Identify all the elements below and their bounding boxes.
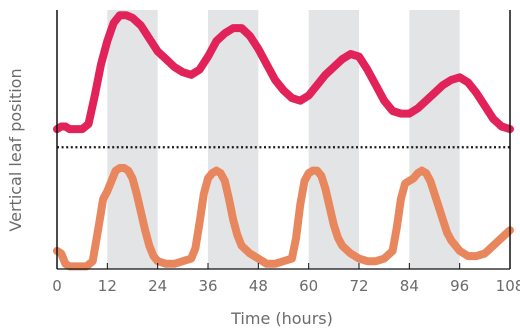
x-tick-label-96: 96 — [450, 277, 469, 295]
series-layer — [53, 11, 514, 271]
x-tick-label-72: 72 — [349, 277, 368, 295]
series-line-0 — [53, 11, 514, 134]
x-tick-layer: 0 12 24 36 48 60 72 84 96 108 — [52, 263, 520, 295]
x-tick-label-12: 12 — [98, 277, 117, 295]
shaded-interval-0 — [107, 10, 158, 269]
x-tick-label-60: 60 — [299, 277, 318, 295]
y-axis-title: Vertical leaf position — [6, 68, 25, 231]
shaded-interval-3 — [409, 10, 460, 269]
x-tick-label-84: 84 — [400, 277, 419, 295]
series-line-1 — [53, 164, 514, 271]
x-tick-label-24: 24 — [148, 277, 167, 295]
x-tick-label-48: 48 — [249, 277, 268, 295]
x-tick-label-108: 108 — [496, 277, 520, 295]
x-axis-title: Time (hours) — [230, 309, 333, 328]
x-tick-label-36: 36 — [198, 277, 217, 295]
x-tick-label-0: 0 — [52, 277, 62, 295]
shading-layer — [107, 10, 460, 269]
